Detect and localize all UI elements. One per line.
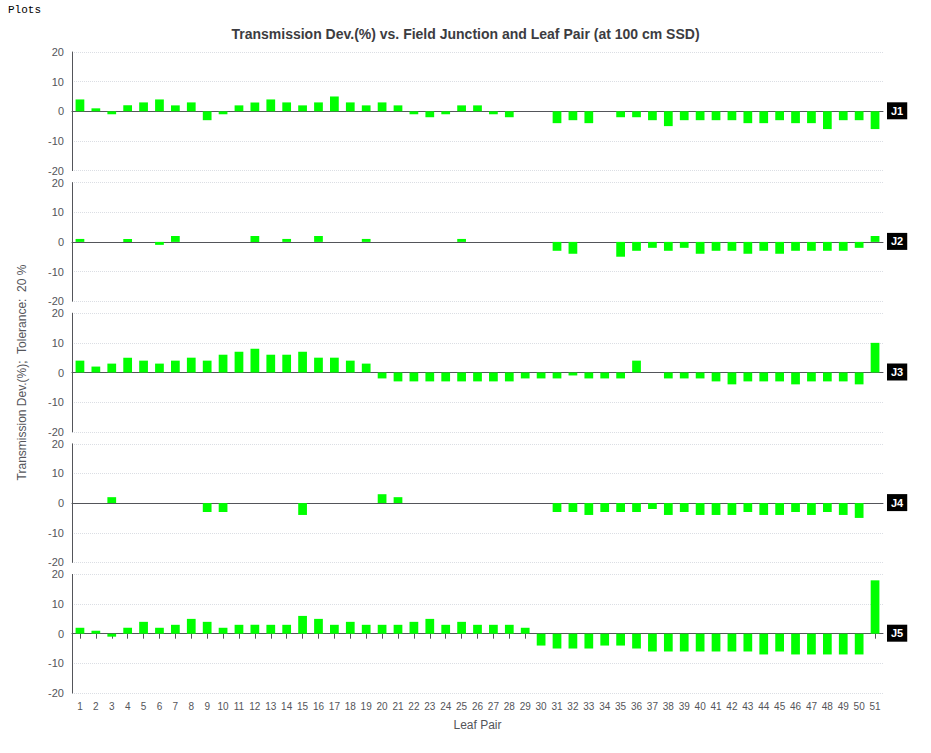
svg-text:J1: J1 — [891, 105, 903, 117]
svg-text:51: 51 — [869, 701, 881, 712]
svg-text:35: 35 — [615, 701, 627, 712]
svg-text:37: 37 — [647, 701, 659, 712]
svg-text:6: 6 — [157, 701, 163, 712]
svg-text:19: 19 — [361, 701, 373, 712]
svg-text:32: 32 — [567, 701, 579, 712]
svg-text:10: 10 — [52, 467, 64, 479]
svg-text:16: 16 — [313, 701, 325, 712]
svg-text:0: 0 — [58, 497, 64, 509]
svg-text:21: 21 — [392, 701, 404, 712]
svg-text:10: 10 — [52, 337, 64, 349]
svg-text:39: 39 — [679, 701, 691, 712]
svg-text:17: 17 — [329, 701, 341, 712]
svg-text:38: 38 — [663, 701, 675, 712]
svg-text:23: 23 — [424, 701, 436, 712]
svg-text:34: 34 — [599, 701, 611, 712]
svg-text:10: 10 — [52, 598, 64, 610]
svg-text:18: 18 — [345, 701, 357, 712]
svg-text:36: 36 — [631, 701, 643, 712]
svg-text:J4: J4 — [891, 497, 904, 509]
svg-text:33: 33 — [583, 701, 595, 712]
svg-text:46: 46 — [790, 701, 802, 712]
svg-text:-10: -10 — [48, 135, 64, 147]
svg-text:0: 0 — [58, 628, 64, 640]
svg-text:-20: -20 — [48, 556, 64, 568]
svg-text:15: 15 — [297, 701, 309, 712]
svg-text:Plots: Plots — [8, 4, 41, 16]
svg-text:45: 45 — [774, 701, 786, 712]
svg-text:J5: J5 — [891, 627, 903, 639]
svg-text:2: 2 — [93, 701, 99, 712]
svg-text:J2: J2 — [891, 235, 903, 247]
svg-text:14: 14 — [281, 701, 293, 712]
svg-text:48: 48 — [822, 701, 834, 712]
svg-text:8: 8 — [188, 701, 194, 712]
svg-text:10: 10 — [52, 76, 64, 88]
svg-text:7: 7 — [173, 701, 179, 712]
svg-text:20: 20 — [52, 177, 64, 189]
svg-text:20: 20 — [52, 307, 64, 319]
svg-text:26: 26 — [472, 701, 484, 712]
svg-text:10: 10 — [52, 206, 64, 218]
svg-text:0: 0 — [58, 367, 64, 379]
svg-text:Transmission Dev.(%) vs. Field: Transmission Dev.(%) vs. Field Junction … — [231, 26, 699, 42]
svg-text:-20: -20 — [48, 295, 64, 307]
svg-text:40: 40 — [695, 701, 707, 712]
svg-text:Transmission Dev.(%); Toleran: Transmission Dev.(%); Tolerance: 20 % — [15, 264, 29, 480]
svg-text:28: 28 — [504, 701, 516, 712]
svg-text:20: 20 — [52, 438, 64, 450]
svg-text:44: 44 — [758, 701, 770, 712]
svg-text:-10: -10 — [48, 266, 64, 278]
svg-text:-10: -10 — [48, 396, 64, 408]
svg-text:13: 13 — [265, 701, 277, 712]
svg-text:41: 41 — [710, 701, 722, 712]
svg-text:47: 47 — [806, 701, 818, 712]
svg-text:-10: -10 — [48, 527, 64, 539]
svg-text:-20: -20 — [48, 165, 64, 177]
svg-text:12: 12 — [249, 701, 261, 712]
svg-text:22: 22 — [408, 701, 420, 712]
svg-text:11: 11 — [234, 701, 245, 712]
svg-text:4: 4 — [125, 701, 131, 712]
svg-text:20: 20 — [377, 701, 389, 712]
svg-text:3: 3 — [109, 701, 115, 712]
svg-text:9: 9 — [204, 701, 210, 712]
svg-text:0: 0 — [58, 105, 64, 117]
svg-text:24: 24 — [440, 701, 452, 712]
svg-text:J3: J3 — [891, 366, 903, 378]
svg-text:0: 0 — [58, 236, 64, 248]
svg-text:1: 1 — [77, 701, 83, 712]
svg-text:-20: -20 — [48, 426, 64, 438]
svg-text:43: 43 — [742, 701, 754, 712]
svg-text:20: 20 — [52, 46, 64, 58]
svg-text:-10: -10 — [48, 657, 64, 669]
svg-text:42: 42 — [726, 701, 738, 712]
svg-text:5: 5 — [141, 701, 147, 712]
svg-text:Leaf Pair: Leaf Pair — [453, 718, 501, 732]
svg-text:31: 31 — [551, 701, 563, 712]
svg-text:-20: -20 — [48, 687, 64, 699]
svg-text:29: 29 — [520, 701, 532, 712]
svg-text:49: 49 — [838, 701, 850, 712]
svg-text:50: 50 — [854, 701, 866, 712]
svg-text:20: 20 — [52, 568, 64, 580]
svg-text:27: 27 — [488, 701, 500, 712]
svg-text:25: 25 — [456, 701, 468, 712]
svg-text:30: 30 — [536, 701, 548, 712]
svg-text:10: 10 — [218, 701, 230, 712]
